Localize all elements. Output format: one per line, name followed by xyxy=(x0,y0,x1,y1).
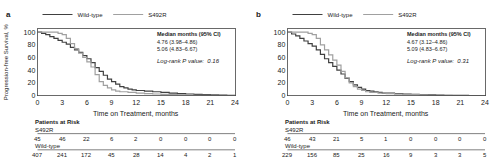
svg-text:45: 45 xyxy=(34,136,41,142)
svg-text:20: 20 xyxy=(278,79,286,86)
svg-text:9: 9 xyxy=(409,152,413,158)
svg-text:229: 229 xyxy=(282,152,293,158)
svg-text:14: 14 xyxy=(157,152,164,158)
svg-text:6: 6 xyxy=(110,136,114,142)
svg-text:5.06 (4.83–6.67): 5.06 (4.83–6.67) xyxy=(157,46,198,52)
svg-text:172: 172 xyxy=(81,152,92,158)
svg-text:4.76 (3.98–4.86): 4.76 (3.98–4.86) xyxy=(157,39,198,45)
svg-text:46: 46 xyxy=(284,136,291,142)
svg-text:12: 12 xyxy=(382,99,390,106)
svg-text:100: 100 xyxy=(24,29,36,36)
svg-text:15: 15 xyxy=(407,99,415,106)
svg-text:46: 46 xyxy=(59,136,66,142)
svg-text:0: 0 xyxy=(286,99,290,106)
svg-text:45: 45 xyxy=(108,152,115,158)
svg-text:b: b xyxy=(256,10,261,19)
svg-text:Progression-free Survival, %: Progression-free Survival, % xyxy=(3,24,9,101)
svg-text:Median months (95% CI): Median months (95% CI) xyxy=(407,31,471,37)
svg-text:9: 9 xyxy=(110,99,114,106)
svg-text:21: 21 xyxy=(206,99,214,106)
svg-text:24: 24 xyxy=(231,99,239,106)
svg-text:S492R: S492R xyxy=(148,12,167,18)
svg-text:4.67 (3.12–4.86): 4.67 (3.12–4.86) xyxy=(407,39,448,45)
svg-text:0: 0 xyxy=(409,136,413,142)
svg-text:60: 60 xyxy=(278,54,286,61)
svg-text:0: 0 xyxy=(483,136,487,142)
svg-text:Wild-type: Wild-type xyxy=(285,143,311,149)
svg-text:24: 24 xyxy=(481,99,489,106)
svg-text:0: 0 xyxy=(281,92,285,99)
svg-text:60: 60 xyxy=(28,54,36,61)
svg-text:5: 5 xyxy=(360,136,364,142)
svg-text:0: 0 xyxy=(159,136,163,142)
svg-text:6: 6 xyxy=(335,99,339,106)
svg-text:Patients at Risk: Patients at Risk xyxy=(35,119,80,125)
svg-text:3: 3 xyxy=(310,99,314,106)
svg-text:3: 3 xyxy=(458,152,462,158)
svg-text:16: 16 xyxy=(383,152,390,158)
svg-text:3: 3 xyxy=(60,99,64,106)
svg-text:0: 0 xyxy=(36,99,40,106)
svg-text:0: 0 xyxy=(184,136,188,142)
svg-text:4: 4 xyxy=(184,152,188,158)
svg-text:21: 21 xyxy=(456,99,464,106)
svg-text:20: 20 xyxy=(28,79,36,86)
svg-text:241: 241 xyxy=(57,152,68,158)
svg-text:21: 21 xyxy=(333,136,340,142)
svg-text:5: 5 xyxy=(483,152,487,158)
svg-text:2: 2 xyxy=(134,136,138,142)
svg-text:15: 15 xyxy=(157,99,165,106)
svg-text:Time on Treatment, months: Time on Treatment, months xyxy=(93,110,179,117)
svg-text:a: a xyxy=(6,10,11,19)
svg-text:156: 156 xyxy=(307,152,318,158)
svg-text:6: 6 xyxy=(85,99,89,106)
svg-text:85: 85 xyxy=(333,152,340,158)
svg-text:Median months (95% CI): Median months (95% CI) xyxy=(157,31,221,37)
svg-text:40: 40 xyxy=(278,67,286,74)
svg-text:0: 0 xyxy=(458,136,462,142)
svg-text:Patients at Risk: Patients at Risk xyxy=(285,119,330,125)
svg-text:18: 18 xyxy=(432,99,440,106)
svg-text:2: 2 xyxy=(208,152,212,158)
svg-text:28: 28 xyxy=(133,152,140,158)
svg-text:Wild-type: Wild-type xyxy=(78,12,104,18)
svg-text:0: 0 xyxy=(208,136,212,142)
svg-text:80: 80 xyxy=(278,41,286,48)
svg-text:Log-rank Ρ value: 0.16: Log-rank Ρ value: 0.16 xyxy=(157,58,220,64)
svg-text:3: 3 xyxy=(434,152,438,158)
svg-text:Time on Treatment, months: Time on Treatment, months xyxy=(343,110,429,117)
svg-text:Log-rank Ρ value: 0.31: Log-rank Ρ value: 0.31 xyxy=(407,58,469,64)
svg-text:18: 18 xyxy=(182,99,190,106)
svg-text:S492R: S492R xyxy=(35,127,54,133)
svg-text:0: 0 xyxy=(434,136,438,142)
svg-text:0: 0 xyxy=(31,92,35,99)
svg-text:0: 0 xyxy=(233,136,237,142)
svg-text:100: 100 xyxy=(274,29,286,36)
svg-text:12: 12 xyxy=(132,99,140,106)
svg-text:40: 40 xyxy=(28,67,36,74)
svg-text:1: 1 xyxy=(384,136,388,142)
svg-text:Wild-type: Wild-type xyxy=(35,143,61,149)
svg-text:S492R: S492R xyxy=(285,127,304,133)
svg-text:1: 1 xyxy=(233,152,237,158)
svg-text:407: 407 xyxy=(32,152,43,158)
svg-text:5.09 (4.83–6.67): 5.09 (4.83–6.67) xyxy=(407,46,448,52)
svg-text:S492R: S492R xyxy=(398,12,417,18)
svg-text:Wild-type: Wild-type xyxy=(328,12,354,18)
svg-text:43: 43 xyxy=(309,136,316,142)
svg-text:80: 80 xyxy=(28,41,36,48)
svg-text:22: 22 xyxy=(83,136,90,142)
svg-text:25: 25 xyxy=(358,152,365,158)
svg-text:9: 9 xyxy=(360,99,364,106)
